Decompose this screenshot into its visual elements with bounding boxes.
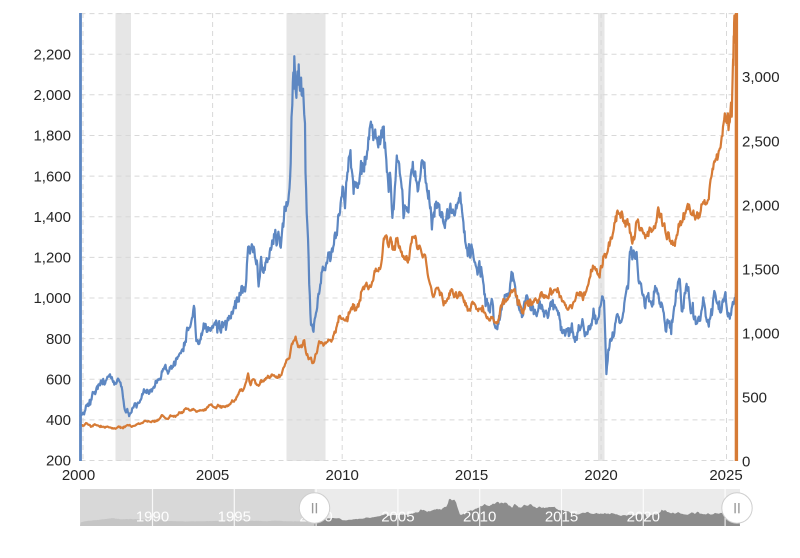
svg-text:600: 600 [46,371,71,388]
svg-text:1,600: 1,600 [33,168,71,185]
svg-text:1,800: 1,800 [33,128,71,145]
svg-text:2,000: 2,000 [33,87,71,104]
svg-text:2020: 2020 [584,467,617,484]
svg-text:3,000: 3,000 [742,69,780,86]
svg-text:1990: 1990 [136,509,169,526]
svg-text:1,500: 1,500 [742,261,780,278]
svg-text:2010: 2010 [326,467,359,484]
svg-text:2025: 2025 [709,467,742,484]
svg-text:2020: 2020 [627,509,660,526]
svg-text:1,200: 1,200 [33,250,71,267]
svg-text:2015: 2015 [545,509,578,526]
svg-text:1,000: 1,000 [33,290,71,307]
svg-text:2,200: 2,200 [33,46,71,63]
svg-text:2,000: 2,000 [742,197,780,214]
svg-text:1995: 1995 [218,509,251,526]
svg-text:2005: 2005 [196,467,229,484]
svg-text:400: 400 [46,412,71,429]
svg-text:200: 200 [46,453,71,470]
svg-text:2000: 2000 [62,467,95,484]
svg-text:2,500: 2,500 [742,133,780,150]
svg-text:2005: 2005 [381,509,414,526]
svg-text:1,400: 1,400 [33,209,71,226]
svg-text:0: 0 [742,454,750,471]
svg-text:2015: 2015 [455,467,488,484]
svg-text:2010: 2010 [463,509,496,526]
svg-text:1,000: 1,000 [742,326,780,343]
svg-text:800: 800 [46,331,71,348]
svg-text:500: 500 [742,390,767,407]
